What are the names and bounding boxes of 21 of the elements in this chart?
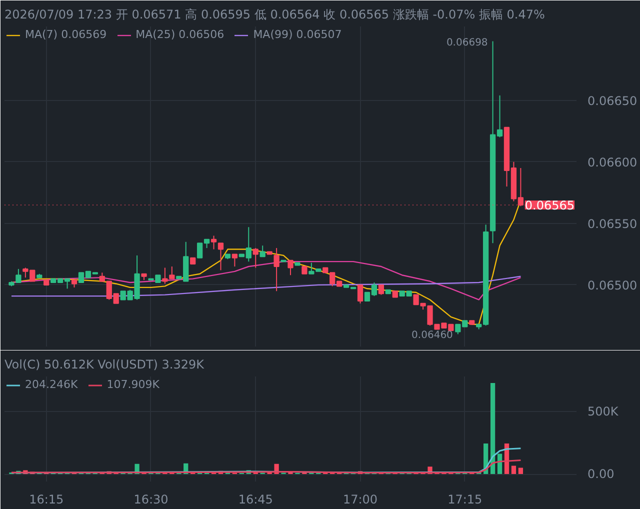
legend-label: MA(25) 0.06506 (136, 28, 224, 41)
legend-label: MA(7) 0.06569 (25, 28, 107, 41)
legend-label: 204.246K (25, 378, 78, 391)
legend-label: 107.909K (106, 378, 160, 391)
annotation: 0.06460 (412, 330, 453, 342)
chart-title: Vol(C) 50.612K Vol(USDT) 3.329K (4, 358, 206, 372)
legend-label: MA(99) 0.06507 (253, 28, 342, 41)
y-tick-label: 0.06600 (588, 155, 638, 170)
y-tick-label: 0.06550 (588, 216, 638, 231)
annotation: 0.06698 (446, 37, 488, 48)
x-tick-label: 17:00 (342, 492, 378, 506)
x-tick-label: 16:45 (238, 492, 273, 506)
y-tick-label: 0.06650 (588, 94, 638, 108)
y-tick-label: 0.06500 (588, 278, 638, 292)
ref-line-label: 0.06565 (524, 198, 574, 212)
y-tick-label: 500K (588, 404, 620, 418)
x-tick-label: 16:15 (29, 492, 64, 506)
x-tick-label: 17:15 (448, 492, 482, 506)
x-tick-label: 16:30 (134, 492, 168, 506)
chart-title: 2026/07/09 17:23 开 0.06571 高 0.06595 低 0.06564 收 0.06565 涨跌幅 -0.07% 振幅 0.47% (4, 8, 545, 22)
y-tick-label: 0.00 (588, 467, 614, 481)
